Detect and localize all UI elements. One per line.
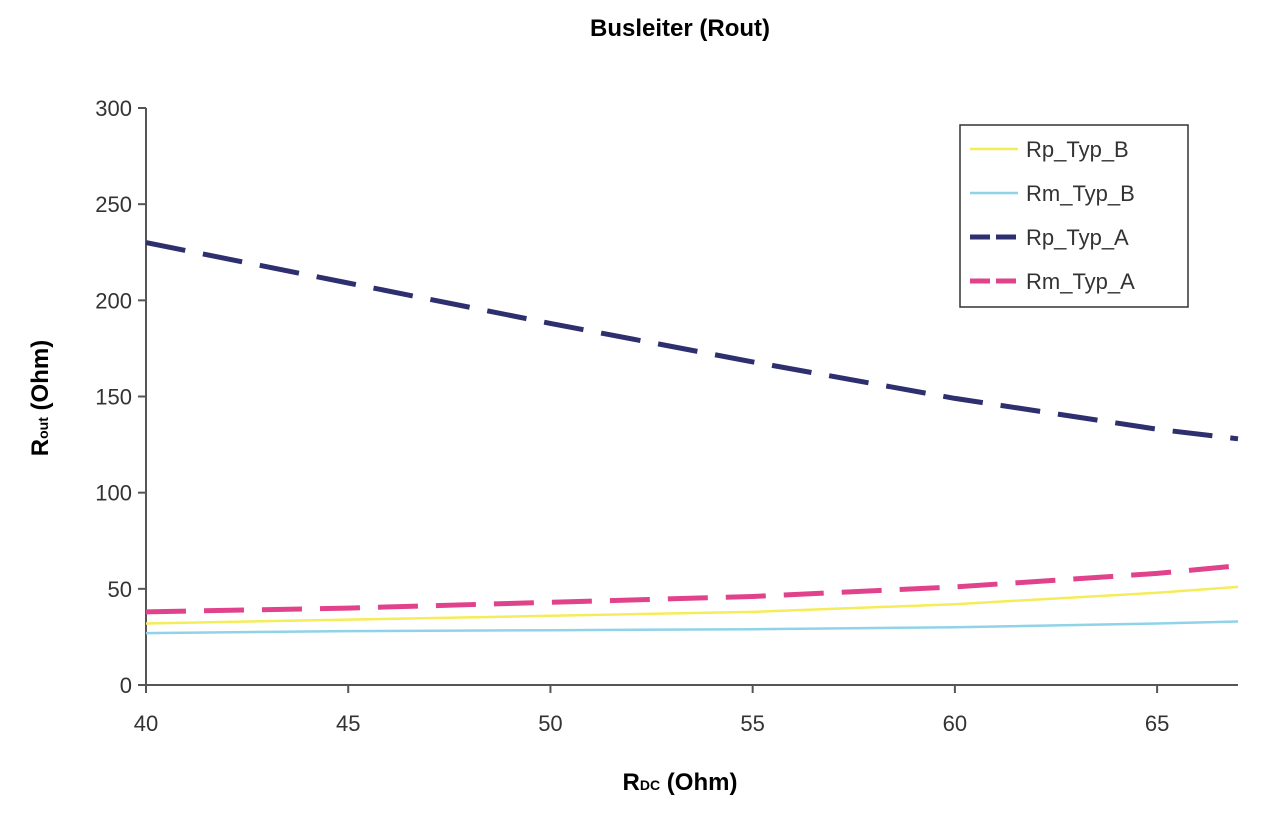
y-tick-label: 300 xyxy=(95,96,132,121)
y-tick-label: 100 xyxy=(95,481,132,506)
legend-label-rm-typ-b: Rm_Typ_B xyxy=(1026,181,1135,206)
legend-box xyxy=(959,124,1189,308)
legend-label-rp-typ-b: Rp_Typ_B xyxy=(1026,137,1129,162)
legend: Rp_Typ_B Rm_Typ_B Rp_Typ_A Rm_Typ_A xyxy=(959,124,1189,308)
y-tick-label: 0 xyxy=(120,673,132,698)
x-axis-label: RDC (Ohm) xyxy=(623,769,738,796)
series-line-rm-typ-a xyxy=(145,563,1239,615)
plot-area: 0 50 100 150 200 250 300 40 45 50 55 60 65 xyxy=(95,96,1239,736)
y-axis-label: Rout (Ohm) xyxy=(27,340,54,456)
legend-label-rm-typ-a: Rm_Typ_A xyxy=(1026,269,1135,294)
y-tick-label: 200 xyxy=(95,288,132,313)
series-line-rm-typ-b xyxy=(145,620,1239,635)
x-tick-label: 65 xyxy=(1145,711,1169,736)
series-line-rp-typ-b xyxy=(145,585,1239,625)
x-tick-label: 40 xyxy=(134,711,158,736)
y-tick-label: 50 xyxy=(108,577,132,602)
y-tick-label: 250 xyxy=(95,192,132,217)
y-tick-label: 150 xyxy=(95,385,132,410)
legend-label-rp-typ-a: Rp_Typ_A xyxy=(1026,225,1129,250)
x-tick-label: 55 xyxy=(740,711,764,736)
series-line-rp-typ-a xyxy=(145,240,1239,442)
x-tick-label: 60 xyxy=(943,711,967,736)
chart-title: Busleiter (Rout) xyxy=(590,15,770,42)
x-tick-label: 50 xyxy=(538,711,562,736)
x-tick-label: 45 xyxy=(336,711,360,736)
